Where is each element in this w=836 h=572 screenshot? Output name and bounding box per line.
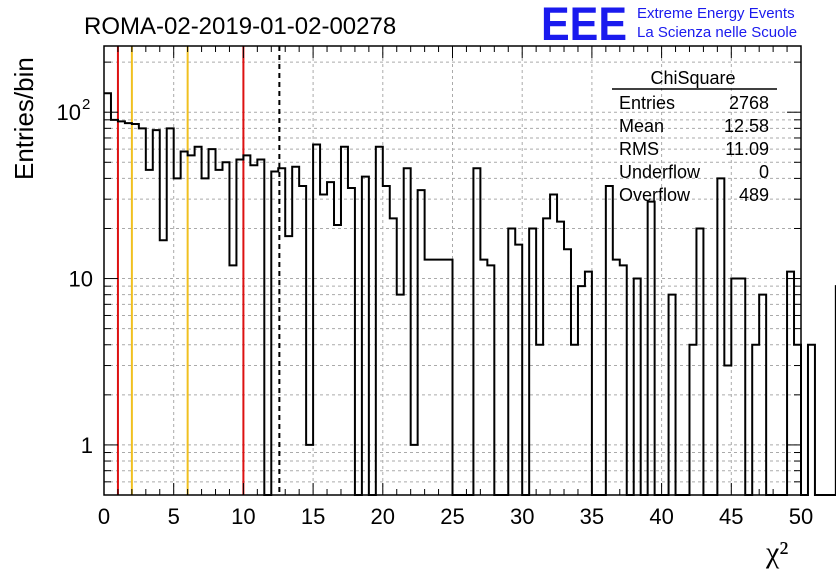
stats-box: ChiSquare Entries 2768 Mean 12.58 RMS 11.09 Un… bbox=[612, 68, 777, 205]
x-tick-label: 25 bbox=[440, 504, 464, 529]
x-tick-label: 40 bbox=[649, 504, 673, 529]
stats-box-title: ChiSquare bbox=[650, 68, 735, 88]
x-axis-label: χ² bbox=[765, 536, 788, 569]
y-tick-label-exponent: 2 bbox=[82, 96, 90, 113]
x-tick-label: 45 bbox=[719, 504, 743, 529]
stats-label: Mean bbox=[619, 116, 664, 136]
x-tick-label: 5 bbox=[168, 504, 180, 529]
chart-title: ROMA-02-2019-01-02-00278 bbox=[84, 13, 396, 40]
stats-value: 2768 bbox=[729, 93, 769, 113]
y-tick-label: 10 bbox=[57, 100, 81, 125]
x-tick-label: 0 bbox=[98, 504, 110, 529]
stats-label: Entries bbox=[619, 93, 675, 113]
stats-label: Underflow bbox=[619, 162, 701, 182]
eee-logo: EEE Extreme Energy Events La Scienza nel… bbox=[541, 0, 797, 50]
x-tick-label: 15 bbox=[301, 504, 325, 529]
x-tick-label: 50 bbox=[789, 504, 813, 529]
stats-value: 489 bbox=[739, 185, 769, 205]
y-tick-label: 1 bbox=[81, 433, 93, 458]
histogram-outline bbox=[104, 92, 836, 496]
eee-logo-text: EEE bbox=[541, 0, 627, 50]
x-tick-label: 30 bbox=[510, 504, 534, 529]
stats-value: 0 bbox=[759, 162, 769, 182]
stats-label: RMS bbox=[619, 139, 659, 159]
x-tick-label: 20 bbox=[371, 504, 395, 529]
logo-line-2: La Scienza nelle Scuole bbox=[637, 24, 797, 41]
stats-label: Overflow bbox=[619, 185, 691, 205]
y-tick-label: 10 bbox=[69, 267, 93, 292]
x-tick-label: 10 bbox=[231, 504, 255, 529]
histogram-bars bbox=[104, 92, 836, 496]
logo-line-1: Extreme Energy Events bbox=[637, 5, 795, 22]
y-axis-label: Entries/bin bbox=[9, 57, 39, 180]
x-tick-label: 35 bbox=[580, 504, 604, 529]
stats-value: 12.58 bbox=[724, 116, 769, 136]
stats-value: 11.09 bbox=[725, 139, 769, 159]
